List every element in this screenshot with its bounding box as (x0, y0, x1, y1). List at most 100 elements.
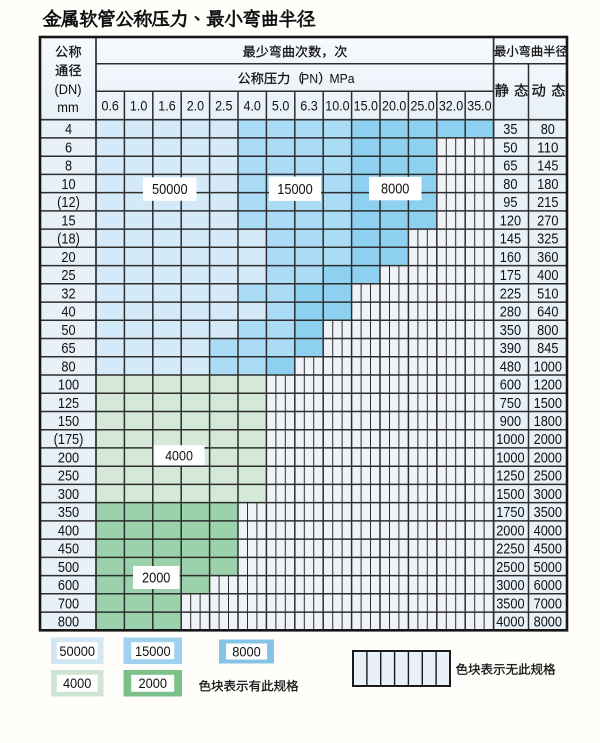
svg-text:3000: 3000 (534, 487, 562, 503)
svg-text:1000: 1000 (496, 432, 524, 448)
svg-text:390: 390 (500, 341, 521, 357)
svg-text:80: 80 (503, 177, 517, 193)
svg-text:1.6: 1.6 (158, 98, 175, 114)
svg-text:5000: 5000 (534, 560, 562, 576)
svg-text:(12): (12) (57, 195, 80, 211)
svg-text:3500: 3500 (496, 596, 524, 612)
svg-text:0.6: 0.6 (102, 98, 119, 114)
svg-text:125: 125 (58, 396, 79, 412)
svg-text:640: 640 (537, 305, 558, 321)
svg-text:300: 300 (58, 487, 79, 503)
svg-text:8: 8 (65, 159, 72, 175)
svg-text:40: 40 (61, 305, 75, 321)
svg-text:120: 120 (500, 213, 521, 229)
svg-text:8000: 8000 (534, 615, 562, 631)
svg-text:215: 215 (537, 195, 558, 211)
svg-text:50000: 50000 (152, 182, 188, 198)
svg-text:15000: 15000 (277, 182, 313, 198)
svg-text:2000: 2000 (534, 451, 562, 467)
svg-text:2250: 2250 (496, 542, 524, 558)
svg-text:35.0: 35.0 (467, 98, 491, 114)
svg-text:20.0: 20.0 (382, 98, 406, 114)
svg-text:3500: 3500 (534, 505, 562, 521)
svg-text:8000: 8000 (381, 182, 409, 198)
svg-text:mm: mm (57, 100, 78, 115)
svg-text:10: 10 (61, 177, 75, 193)
svg-text:6: 6 (65, 141, 72, 157)
svg-text:845: 845 (537, 341, 558, 357)
svg-text:2500: 2500 (496, 560, 524, 576)
svg-text:700: 700 (58, 596, 79, 612)
svg-text:145: 145 (500, 232, 521, 248)
svg-text:6000: 6000 (534, 578, 562, 594)
svg-text:(175): (175) (54, 432, 84, 448)
svg-text:2500: 2500 (534, 469, 562, 485)
svg-text:80: 80 (61, 359, 75, 375)
svg-text:95: 95 (503, 195, 517, 211)
svg-text:4.0: 4.0 (244, 98, 261, 114)
svg-text:145: 145 (537, 159, 558, 175)
svg-text:50000: 50000 (59, 644, 95, 659)
svg-text:1500: 1500 (534, 396, 562, 412)
svg-text:600: 600 (500, 378, 521, 394)
svg-text:750: 750 (500, 396, 521, 412)
svg-text:2.0: 2.0 (187, 98, 204, 114)
svg-text:200: 200 (58, 451, 79, 467)
svg-text:(18): (18) (57, 232, 80, 248)
svg-text:110: 110 (537, 141, 558, 157)
svg-text:80: 80 (541, 122, 555, 138)
svg-text:1750: 1750 (496, 505, 524, 521)
svg-text:2000: 2000 (496, 523, 524, 539)
svg-text:180: 180 (537, 177, 558, 193)
svg-text:250: 250 (58, 469, 79, 485)
svg-text:350: 350 (58, 505, 79, 521)
svg-text:50: 50 (61, 323, 75, 339)
svg-text:PN: PN (301, 71, 318, 86)
svg-text:150: 150 (58, 414, 79, 430)
svg-text:65: 65 (503, 159, 517, 175)
svg-text:100: 100 (58, 378, 79, 394)
svg-text:480: 480 (500, 359, 521, 375)
svg-text:4000: 4000 (534, 523, 562, 539)
svg-text:35: 35 (503, 122, 517, 138)
svg-text:225: 225 (500, 286, 521, 302)
svg-text:1250: 1250 (496, 469, 524, 485)
svg-text:65: 65 (61, 341, 75, 357)
svg-text:2000: 2000 (142, 571, 170, 587)
svg-text:2.5: 2.5 (215, 98, 232, 114)
svg-text:10.0: 10.0 (325, 98, 349, 114)
svg-text:4000: 4000 (165, 448, 193, 464)
svg-text:1800: 1800 (534, 414, 562, 430)
svg-text:280: 280 (500, 305, 521, 321)
svg-text:20: 20 (61, 250, 75, 266)
svg-text:25.0: 25.0 (410, 98, 434, 114)
svg-text:1000: 1000 (496, 451, 524, 467)
svg-text:350: 350 (500, 323, 521, 339)
svg-text:1500: 1500 (496, 487, 524, 503)
svg-text:4: 4 (65, 122, 72, 138)
svg-text:2000: 2000 (534, 432, 562, 448)
svg-text:510: 510 (537, 286, 558, 302)
svg-text:325: 325 (537, 232, 558, 248)
svg-text:1.0: 1.0 (130, 98, 147, 114)
svg-text:4000: 4000 (496, 615, 524, 631)
svg-text:32: 32 (61, 286, 75, 302)
svg-text:25: 25 (61, 268, 75, 284)
svg-text:15: 15 (61, 213, 75, 229)
svg-text:600: 600 (58, 578, 79, 594)
svg-text:1000: 1000 (534, 359, 562, 375)
svg-text:6.3: 6.3 (300, 98, 317, 114)
svg-text:50: 50 (503, 141, 517, 157)
svg-text:500: 500 (58, 560, 79, 576)
svg-text:7000: 7000 (534, 596, 562, 612)
svg-text:4500: 4500 (534, 542, 562, 558)
svg-text:8000: 8000 (232, 645, 261, 660)
svg-text:2000: 2000 (139, 676, 168, 691)
svg-text:800: 800 (537, 323, 558, 339)
svg-text:900: 900 (500, 414, 521, 430)
svg-text:175: 175 (500, 268, 521, 284)
svg-text:400: 400 (537, 268, 558, 284)
svg-text:270: 270 (537, 213, 558, 229)
svg-text:5.0: 5.0 (272, 98, 289, 114)
svg-text:160: 160 (500, 250, 521, 266)
